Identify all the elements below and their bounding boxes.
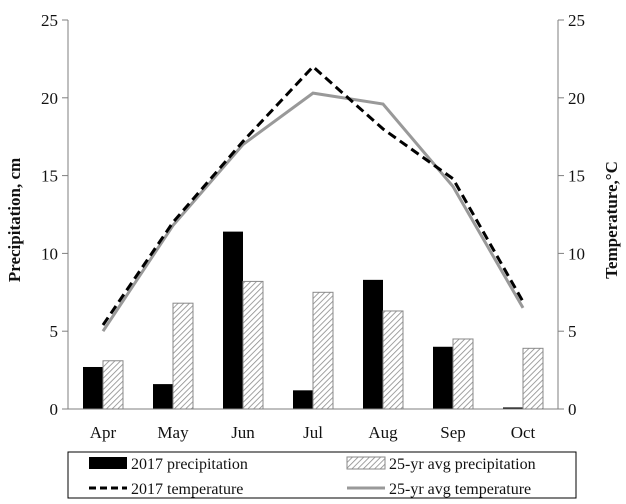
y2-tick-label: 15 xyxy=(568,167,585,186)
x-axis-labels: Apr May Jun Jul Aug Sep Oct xyxy=(90,423,536,442)
legend-label-2017-temperature: 2017 temperature xyxy=(131,481,243,498)
bar-25-yr-avg-precipitation-sep xyxy=(452,338,474,410)
legend-label-2017-precipitation: 2017 precipitation xyxy=(131,456,248,473)
y2-tick-label: 5 xyxy=(568,322,577,341)
legend-swatch-2017-precipitation xyxy=(89,457,127,469)
y-tick-label: 20 xyxy=(41,89,58,108)
x-tick-label: May xyxy=(157,423,189,442)
y2-tick-label: 0 xyxy=(568,400,577,419)
y2-tick-label: 20 xyxy=(568,89,585,108)
x-tick-label: Aug xyxy=(368,423,398,442)
bar-25-yr-avg-precipitation-jul xyxy=(312,291,334,410)
legend: 2017 precipitation 25-yr avg precipitati… xyxy=(67,451,577,499)
bar-2017-precipitation-jul xyxy=(293,390,313,409)
axes xyxy=(67,20,559,410)
bar-25-yr-avg-precipitation-may xyxy=(172,302,194,410)
legend-label-avg-precipitation: 25-yr avg precipitation xyxy=(389,456,536,473)
y-axis-ticks: 0 5 10 15 20 25 xyxy=(41,11,68,419)
x-tick-label: Jul xyxy=(303,423,323,442)
y-axis-title: Precipitation, cm xyxy=(5,158,24,282)
x-tick-label: Oct xyxy=(511,423,536,442)
x-tick-label: Sep xyxy=(440,423,466,442)
y-tick-label: 25 xyxy=(41,11,58,30)
bar-25-yr-avg-precipitation-jun xyxy=(242,280,264,410)
bar-25-yr-avg-precipitation-aug xyxy=(382,310,404,410)
bars xyxy=(83,231,544,410)
bar-2017-precipitation-aug xyxy=(363,279,383,409)
x-tick-label: Apr xyxy=(90,423,117,442)
y2-tick-label: 25 xyxy=(568,11,585,30)
bar-2017-precipitation-may xyxy=(153,384,173,409)
y2-axis-title: Temperature,°C xyxy=(602,161,621,279)
legend-box xyxy=(67,451,577,499)
bar-2017-precipitation-jun xyxy=(223,231,243,409)
lines xyxy=(101,64,525,333)
y2-axis-ticks: 0 5 10 15 20 25 xyxy=(558,11,585,419)
bar-2017-precipitation-sep xyxy=(433,346,453,409)
y-tick-label: 10 xyxy=(41,244,58,263)
bar-2017-precipitation-oct xyxy=(503,407,523,409)
y-tick-label: 5 xyxy=(50,322,59,341)
legend-label-avg-temperature: 25-yr avg temperature xyxy=(389,481,531,498)
legend-swatch-avg-precipitation xyxy=(346,456,386,470)
y-tick-label: 0 xyxy=(50,400,59,419)
y-tick-label: 15 xyxy=(41,167,58,186)
x-tick-label: Jun xyxy=(231,423,255,442)
line-25-yr-avg-temperature xyxy=(101,91,525,333)
bar-25-yr-avg-precipitation-oct xyxy=(522,347,544,410)
bar-2017-precipitation-apr xyxy=(83,366,103,409)
bar-25-yr-avg-precipitation-apr xyxy=(102,360,124,410)
y2-tick-label: 10 xyxy=(568,244,585,263)
